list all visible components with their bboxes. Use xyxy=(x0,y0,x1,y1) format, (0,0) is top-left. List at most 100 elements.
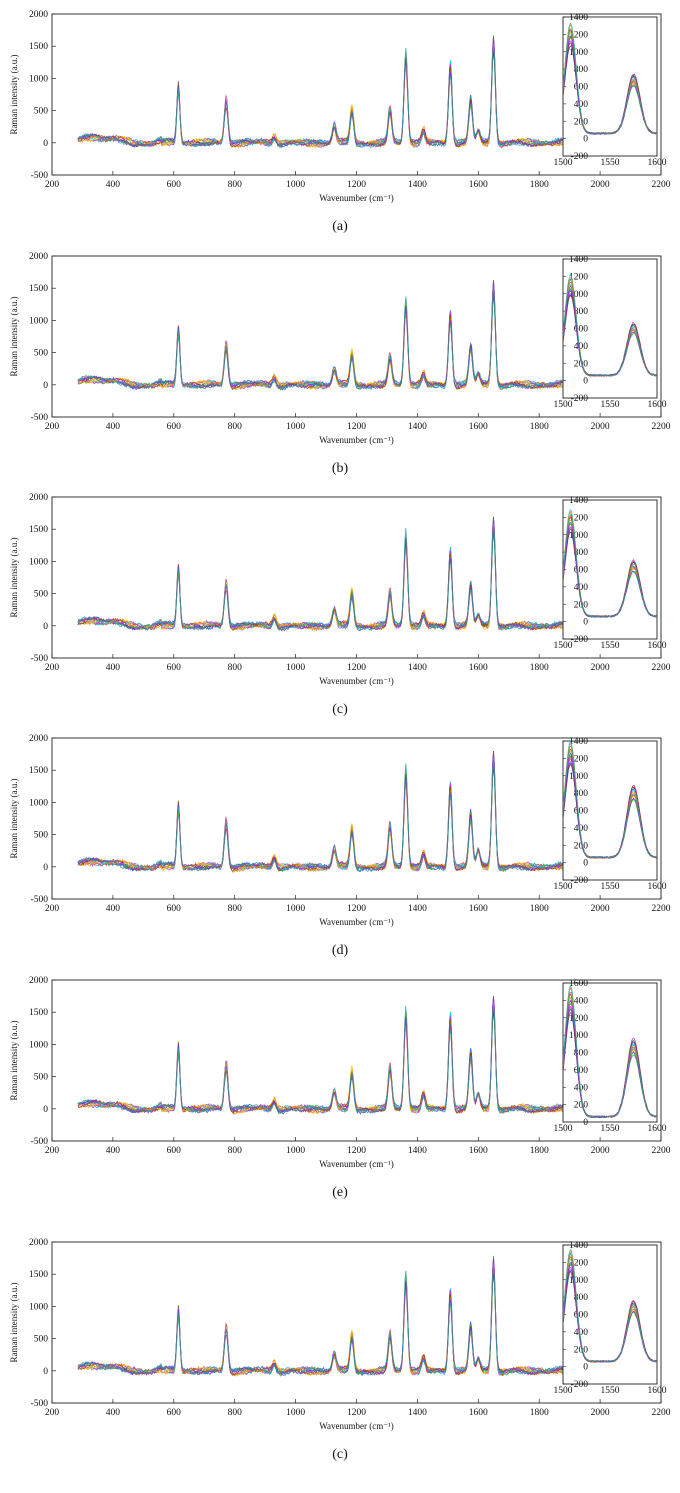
spectrum-line xyxy=(77,1266,599,1376)
inset-spectrum-line xyxy=(563,1252,657,1363)
panel-4: 200 400 600 800 1000 1200 1400 1600 1800 2000 2200… xyxy=(9,734,671,958)
inset-y-tick-label: 1400 xyxy=(569,255,588,265)
y-axis-label: Raman intensity (a.u.) xyxy=(9,297,19,377)
panel-caption: (c) xyxy=(332,1447,348,1462)
inset-y-tick-label: 1200 xyxy=(569,1014,588,1024)
inset-spectrum-line xyxy=(563,515,657,618)
x-tick-label: 1000 xyxy=(286,904,305,914)
inset-x-tick-label: 1550 xyxy=(601,882,620,892)
spectrum-line xyxy=(77,1269,599,1377)
spectrum-line xyxy=(77,751,599,872)
inset-y-tick-label: -200 xyxy=(571,152,589,162)
y-tick-label: 1500 xyxy=(29,284,48,294)
inset-x-tick-label: 1600 xyxy=(648,1124,667,1134)
x-tick-label: 800 xyxy=(228,1146,243,1156)
x-axis-label: Wavenumber (cm⁻¹) xyxy=(319,193,393,203)
y-tick-label: -500 xyxy=(31,413,49,423)
inset-y-tick-label: 1200 xyxy=(569,272,588,282)
inset-y-tick-label: 800 xyxy=(574,1293,589,1303)
x-tick-label: 200 xyxy=(45,422,60,432)
x-tick-label: 1200 xyxy=(347,1408,366,1418)
y-tick-label: 0 xyxy=(43,1105,48,1115)
spectra-series xyxy=(77,750,599,873)
y-tick-label: 0 xyxy=(43,1367,48,1377)
y-tick-label: 500 xyxy=(34,107,49,117)
panel-2: 200 400 600 800 1000 1200 1400 1600 1800 2000 2200… xyxy=(9,252,671,476)
y-tick-label: 0 xyxy=(43,622,48,632)
x-axis-label: Wavenumber (cm⁻¹) xyxy=(319,435,393,445)
spectrum-line xyxy=(77,525,599,631)
inset-y-tick-label: 200 xyxy=(574,1101,589,1111)
x-tick-label: 2000 xyxy=(591,1146,610,1156)
inset-series xyxy=(563,1249,657,1363)
y-tick-label: -500 xyxy=(31,654,49,664)
x-tick-label: 800 xyxy=(228,422,243,432)
inset-spectrum-line xyxy=(563,278,657,377)
panel-1: 200 400 600 800 1000 1200 1400 1600 1800 2000 2200… xyxy=(9,10,671,234)
panel-caption: (b) xyxy=(332,461,349,476)
spectrum-line xyxy=(77,524,599,632)
panel-caption: (a) xyxy=(332,219,348,234)
spectrum-line xyxy=(77,765,599,872)
spectra-series xyxy=(77,1255,599,1377)
x-tick-label: 600 xyxy=(167,422,182,432)
spectrum-line xyxy=(77,288,599,390)
x-tick-label: 200 xyxy=(45,1146,60,1156)
x-tick-label: 1400 xyxy=(408,422,427,432)
inset-x-tick-label: 1500 xyxy=(554,400,573,410)
x-tick-label: 200 xyxy=(45,904,60,914)
x-tick-label: 400 xyxy=(106,1408,121,1418)
panel-caption: (d) xyxy=(332,943,349,958)
inset-y-tick-label: 400 xyxy=(574,824,589,834)
inset: 1500 1550 1600 0 200 400 600 800 1000 1200 1400 160… xyxy=(554,979,667,1134)
x-axis-label: Wavenumber (cm⁻¹) xyxy=(319,1421,393,1431)
inset-y-tick-label: 1000 xyxy=(569,1276,588,1286)
inset-x-tick-label: 1550 xyxy=(601,158,620,168)
spectrum-line xyxy=(77,1272,599,1376)
inset-spectrum-line xyxy=(563,991,657,1119)
spectrum-line xyxy=(77,750,599,872)
y-tick-label: 1000 xyxy=(29,1302,48,1312)
x-tick-label: 2200 xyxy=(652,904,671,914)
x-tick-label: 1800 xyxy=(530,422,549,432)
x-axis-label: Wavenumber (cm⁻¹) xyxy=(319,1159,393,1169)
spectrum-line xyxy=(77,1000,599,1114)
spectrum-line xyxy=(77,750,599,873)
spectrum-line xyxy=(77,295,599,391)
spectrum-line xyxy=(77,50,599,148)
y-tick-label: 1500 xyxy=(29,1270,48,1280)
y-tick-label: 2000 xyxy=(29,493,48,503)
inset-y-tick-label: 600 xyxy=(574,1311,589,1321)
x-axis-label: Wavenumber (cm⁻¹) xyxy=(319,917,393,927)
x-axis-label: Wavenumber (cm⁻¹) xyxy=(319,676,393,686)
spectrum-line xyxy=(77,50,599,148)
x-tick-label: 1600 xyxy=(469,180,488,190)
inset-y-tick-label: 0 xyxy=(583,135,588,145)
spectrum-line xyxy=(77,47,599,148)
inset-y-tick-label: 600 xyxy=(574,807,589,817)
x-tick-label: 600 xyxy=(167,180,182,190)
x-tick-label: 2000 xyxy=(591,180,610,190)
x-tick-label: 400 xyxy=(106,663,121,673)
panel-3: 200 400 600 800 1000 1200 1400 1600 1800 2000 2200… xyxy=(9,493,671,717)
spectrum-line xyxy=(77,1004,599,1114)
y-axis-label: Raman intensity (a.u.) xyxy=(9,1021,19,1101)
y-tick-label: 500 xyxy=(34,590,49,600)
spectrum-line xyxy=(77,280,599,390)
inset-y-tick-label: 1000 xyxy=(569,48,588,58)
inset-y-tick-label: 200 xyxy=(574,359,589,369)
inset-y-tick-label: 800 xyxy=(574,307,589,317)
spectrum-line xyxy=(77,517,599,632)
y-axis-label: Raman intensity (a.u.) xyxy=(9,538,19,618)
spectrum-line xyxy=(77,287,599,390)
y-tick-label: 2000 xyxy=(29,1238,48,1248)
y-tick-label: 0 xyxy=(43,139,48,149)
inset-x-tick-label: 1600 xyxy=(648,400,667,410)
spectrum-line xyxy=(77,42,599,149)
inset-y-tick-label: 1200 xyxy=(569,754,588,764)
inset-y-tick-label: 800 xyxy=(574,65,589,75)
x-tick-label: 2200 xyxy=(652,422,671,432)
inset-x-tick-label: 1500 xyxy=(554,882,573,892)
inset-series xyxy=(563,273,657,377)
spectrum-line xyxy=(77,995,599,1114)
